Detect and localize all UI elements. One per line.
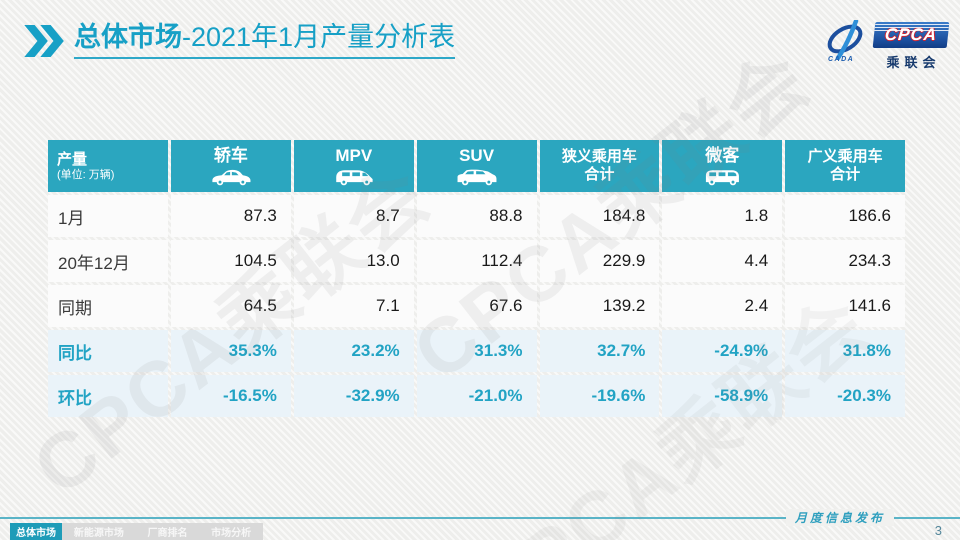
sedan-icon	[212, 169, 251, 185]
cell-value: 67.6	[416, 285, 537, 327]
cell-value: -20.3%	[785, 375, 905, 417]
mpv-icon	[335, 169, 373, 185]
title-bar: 总体市场-2021年1月产量分析表	[24, 22, 456, 60]
logo-org-name: 乘联会	[886, 55, 941, 70]
table-header-broad-total: 广义乘用车 合计	[785, 140, 905, 192]
logo-box-text: CPCA	[883, 25, 939, 44]
cell-value: 88.8	[416, 195, 537, 237]
col-label-broad-sub: 合计	[830, 166, 861, 183]
page-title: 总体市场-2021年1月产量分析表	[74, 22, 456, 60]
table-header-corner-unit: (单位: 万辆)	[57, 168, 115, 181]
col-label-suv: SUV	[459, 145, 495, 165]
logo-swoosh-caption: CADA	[828, 56, 855, 63]
row-label: 同比	[48, 330, 168, 372]
table-header-suv: SUV	[416, 140, 537, 192]
cpca-swoosh-icon	[827, 20, 863, 60]
cell-value: 2.4	[662, 285, 783, 327]
footer-tab-bar: 总体市场 新能源市场 厂商排名 市场分析	[10, 523, 263, 540]
cell-value: -32.9%	[293, 375, 414, 417]
cell-value: 31.3%	[416, 330, 537, 372]
page-number: 3	[934, 523, 942, 538]
table-header-corner: 产量 (单位: 万辆)	[48, 140, 168, 192]
cpca-logo: CADA CPCA 乘联会	[808, 20, 950, 72]
cell-value: 186.6	[785, 195, 905, 237]
footer-inactive-tabs: 新能源市场 厂商排名 市场分析	[62, 523, 263, 540]
cell-value: 139.2	[539, 285, 660, 327]
table-header-corner-label: 产量	[57, 150, 88, 168]
footer-caption: 月度信息发布	[785, 509, 894, 526]
microvan-icon	[706, 169, 740, 185]
cell-value: 234.3	[785, 240, 905, 282]
cell-value: 112.4	[416, 240, 537, 282]
cell-value: 184.8	[539, 195, 660, 237]
logo-box: CPCA	[872, 22, 950, 48]
page-title-rest: -2021年1月产量分析表	[182, 22, 456, 52]
cell-value: 35.3%	[171, 330, 291, 372]
cell-value: -58.9%	[662, 375, 783, 417]
col-label-narrow-sub: 合计	[584, 166, 615, 183]
tab-nev-market[interactable]: 新能源市场	[73, 528, 124, 539]
cell-value: 13.0	[293, 240, 414, 282]
tab-market-analysis[interactable]: 市场分析	[211, 528, 252, 539]
table-header-narrow-total: 狭义乘用车 合计	[539, 140, 660, 192]
row-label: 20年12月	[48, 240, 168, 282]
table-header-mpv: MPV	[293, 140, 414, 192]
production-table: 产量 (单位: 万辆) 轿车 MPV SUV	[48, 140, 905, 417]
row-label: 环比	[48, 375, 168, 417]
double-chevron-icon	[24, 25, 64, 57]
cell-value: 1.8	[662, 195, 783, 237]
tab-overall-market[interactable]: 总体市场	[10, 523, 62, 540]
page-title-section: 总体市场	[74, 22, 182, 52]
col-label-broad: 广义乘用车	[807, 148, 883, 165]
cell-value: 8.7	[293, 195, 414, 237]
row-label: 同期	[48, 285, 168, 327]
cell-value: 141.6	[785, 285, 905, 327]
col-label-sedan: 轿车	[213, 145, 248, 165]
table-header-microvan: 微客	[662, 140, 783, 192]
cell-value: 87.3	[171, 195, 291, 237]
col-label-narrow: 狭义乘用车	[561, 148, 637, 165]
suv-icon	[457, 169, 497, 185]
cell-value: -19.6%	[539, 375, 660, 417]
cell-value: -24.9%	[662, 330, 783, 372]
cell-value: 31.8%	[785, 330, 905, 372]
cell-value: 7.1	[293, 285, 414, 327]
footer-divider-line	[0, 517, 960, 519]
cell-value: -21.0%	[416, 375, 537, 417]
col-label-microvan: 微客	[705, 145, 740, 165]
row-label: 1月	[48, 195, 168, 237]
table-header-sedan: 轿车	[171, 140, 291, 192]
col-label-mpv: MPV	[335, 145, 373, 165]
cell-value: 229.9	[539, 240, 660, 282]
cell-value: 23.2%	[293, 330, 414, 372]
cell-value: 104.5	[171, 240, 291, 282]
cell-value: 32.7%	[539, 330, 660, 372]
cell-value: -16.5%	[171, 375, 291, 417]
cell-value: 4.4	[662, 240, 783, 282]
cell-value: 64.5	[171, 285, 291, 327]
tab-oem-ranking[interactable]: 厂商排名	[147, 528, 188, 539]
